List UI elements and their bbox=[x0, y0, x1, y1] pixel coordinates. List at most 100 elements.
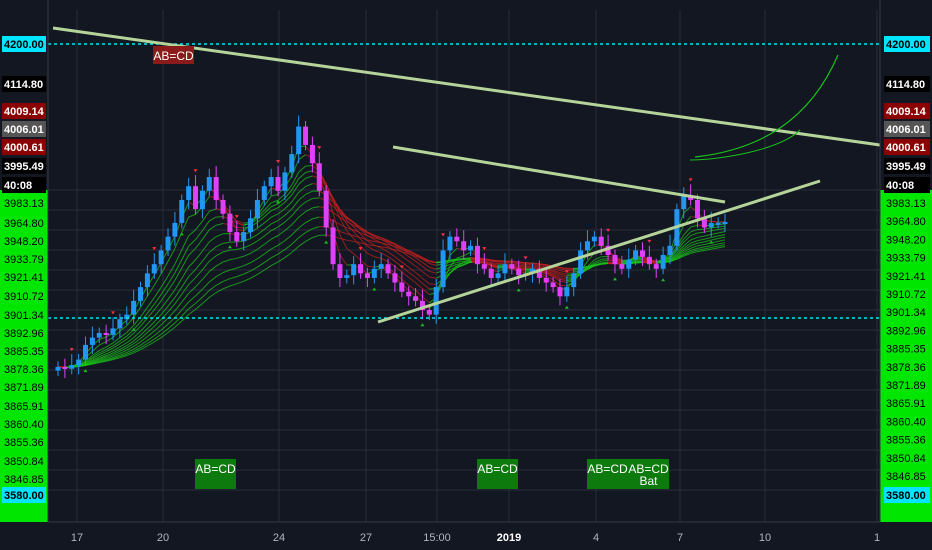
candle-body[interactable] bbox=[69, 365, 75, 369]
candle-body[interactable] bbox=[399, 282, 405, 292]
candle-body[interactable] bbox=[158, 250, 164, 265]
candle-body[interactable] bbox=[296, 126, 302, 155]
candle-body[interactable] bbox=[591, 236, 597, 242]
candle-body[interactable] bbox=[557, 287, 563, 297]
candle-body[interactable] bbox=[529, 268, 535, 274]
candle-body[interactable] bbox=[220, 199, 226, 214]
candle-body[interactable] bbox=[261, 186, 267, 200]
candle-body[interactable] bbox=[481, 264, 487, 269]
candle-body[interactable] bbox=[282, 172, 288, 191]
candle-body[interactable] bbox=[694, 199, 700, 219]
candle-body[interactable] bbox=[138, 287, 144, 301]
candle-body[interactable] bbox=[536, 268, 542, 278]
triangle-upper-trendline[interactable] bbox=[392, 145, 726, 204]
pattern-label-box-3[interactable] bbox=[587, 459, 628, 489]
candle-body[interactable] bbox=[639, 250, 645, 257]
candle-body[interactable] bbox=[708, 222, 714, 228]
candle-body[interactable] bbox=[364, 273, 370, 278]
candle-body[interactable] bbox=[392, 273, 398, 283]
pattern-label-box-0[interactable] bbox=[153, 46, 194, 64]
candle-body[interactable] bbox=[193, 186, 199, 210]
candle-body[interactable] bbox=[653, 264, 659, 269]
candle-body[interactable] bbox=[619, 264, 625, 269]
candle-body[interactable] bbox=[144, 273, 150, 288]
candle-body[interactable] bbox=[454, 236, 460, 242]
candle-body[interactable] bbox=[701, 218, 707, 228]
candle-body[interactable] bbox=[584, 241, 590, 251]
candle-body[interactable] bbox=[550, 282, 556, 288]
candle-body[interactable] bbox=[378, 264, 384, 269]
candle-body[interactable] bbox=[474, 245, 480, 265]
candle-body[interactable] bbox=[337, 264, 343, 278]
candle-body[interactable] bbox=[268, 177, 274, 187]
candle-body[interactable] bbox=[605, 245, 611, 256]
candle-body[interactable] bbox=[468, 245, 474, 251]
candle-body[interactable] bbox=[323, 190, 329, 228]
candle-body[interactable] bbox=[96, 332, 102, 338]
candle-body[interactable] bbox=[206, 177, 212, 191]
candle-body[interactable] bbox=[426, 310, 432, 315]
candle-body[interactable] bbox=[502, 264, 508, 274]
candle-body[interactable] bbox=[351, 264, 357, 276]
candle-body[interactable] bbox=[633, 250, 639, 260]
candle-body[interactable] bbox=[110, 328, 116, 335]
candle-body[interactable] bbox=[303, 126, 309, 145]
projection-curve-lower[interactable] bbox=[689, 129, 801, 161]
candle-body[interactable] bbox=[447, 236, 453, 251]
candle-body[interactable] bbox=[358, 264, 364, 274]
candle-body[interactable] bbox=[433, 287, 439, 315]
candle-body[interactable] bbox=[234, 232, 240, 242]
candle-body[interactable] bbox=[227, 213, 233, 233]
candle-body[interactable] bbox=[103, 332, 109, 335]
candle-body[interactable] bbox=[179, 199, 185, 223]
candle-body[interactable] bbox=[275, 177, 281, 191]
candle-body[interactable] bbox=[316, 163, 322, 191]
pattern-label-box-1[interactable] bbox=[195, 459, 236, 489]
candle-body[interactable] bbox=[371, 268, 377, 278]
candle-body[interactable] bbox=[495, 273, 501, 278]
candle-body[interactable] bbox=[172, 222, 178, 237]
candle-body[interactable] bbox=[83, 344, 89, 360]
candle-body[interactable] bbox=[248, 218, 254, 233]
candle-body[interactable] bbox=[564, 287, 570, 297]
candle-body[interactable] bbox=[646, 256, 652, 265]
candle-body[interactable] bbox=[598, 236, 604, 246]
candle-body[interactable] bbox=[667, 245, 673, 256]
candle-body[interactable] bbox=[461, 241, 467, 251]
triangle-lower-trendline[interactable] bbox=[377, 179, 821, 324]
candle-body[interactable] bbox=[330, 227, 336, 265]
pattern-label-box-2[interactable] bbox=[477, 459, 518, 489]
candle-body[interactable] bbox=[186, 186, 192, 200]
candle-body[interactable] bbox=[385, 264, 391, 274]
candle-body[interactable] bbox=[151, 264, 157, 274]
candle-body[interactable] bbox=[626, 259, 632, 269]
candle-body[interactable] bbox=[76, 359, 82, 366]
candle-body[interactable] bbox=[117, 319, 123, 329]
candle-body[interactable] bbox=[241, 232, 247, 242]
candle-body[interactable] bbox=[344, 275, 350, 278]
candle-body[interactable] bbox=[199, 190, 205, 210]
candle-body[interactable] bbox=[578, 250, 584, 274]
plot-area[interactable] bbox=[48, 10, 880, 522]
candle-body[interactable] bbox=[309, 144, 315, 164]
candle-body[interactable] bbox=[612, 255, 618, 265]
candle-body[interactable] bbox=[681, 195, 687, 210]
candle-body[interactable] bbox=[419, 300, 425, 311]
candle-body[interactable] bbox=[254, 199, 260, 219]
candle-body[interactable] bbox=[62, 366, 68, 369]
candle-body[interactable] bbox=[715, 222, 721, 225]
candle-body[interactable] bbox=[131, 300, 137, 315]
candle-body[interactable] bbox=[571, 273, 577, 288]
candle-body[interactable] bbox=[488, 268, 494, 278]
candle-body[interactable] bbox=[213, 177, 219, 200]
projection-curve-upper[interactable] bbox=[694, 54, 839, 158]
candle-body[interactable] bbox=[722, 221, 728, 224]
candle-body[interactable] bbox=[543, 277, 549, 283]
pattern-label-box-4[interactable] bbox=[628, 459, 669, 489]
candle-body[interactable] bbox=[124, 314, 130, 320]
candle-body[interactable] bbox=[509, 264, 515, 269]
candle-body[interactable] bbox=[55, 366, 61, 371]
candle-body[interactable] bbox=[89, 337, 95, 345]
